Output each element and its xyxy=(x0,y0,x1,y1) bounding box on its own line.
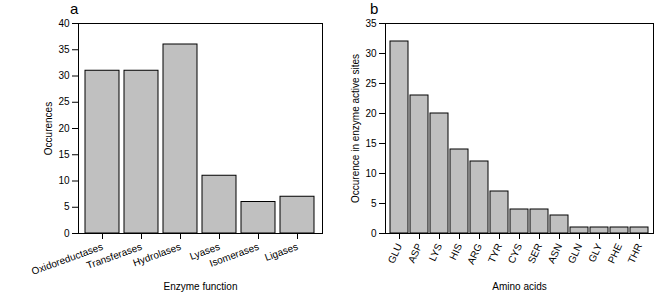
svg-text:20: 20 xyxy=(58,123,70,134)
svg-text:ASP: ASP xyxy=(406,241,425,264)
svg-text:Amino acids: Amino acids xyxy=(492,281,546,292)
svg-text:Occurence in enzyme active sit: Occurence in enzyme active sites xyxy=(350,54,361,203)
svg-text:10: 10 xyxy=(58,175,70,186)
svg-text:15: 15 xyxy=(365,138,377,149)
svg-text:25: 25 xyxy=(58,96,70,107)
html-text:a: a xyxy=(70,0,79,17)
svg-text:LYS: LYS xyxy=(427,241,445,262)
svg-text:25: 25 xyxy=(365,78,377,89)
svg-text:Ligases: Ligases xyxy=(263,241,299,263)
svg-text:35: 35 xyxy=(58,44,70,55)
svg-text:Lyases: Lyases xyxy=(188,240,222,262)
svg-text:GLN: GLN xyxy=(566,242,585,265)
svg-text:0: 0 xyxy=(64,228,70,239)
svg-text:20: 20 xyxy=(365,108,377,119)
svg-text:40: 40 xyxy=(58,18,70,29)
svg-text:GLY: GLY xyxy=(586,241,604,263)
svg-text:Oxidoreductases: Oxidoreductases xyxy=(30,240,105,277)
svg-text:5: 5 xyxy=(371,198,377,209)
svg-text:Hydrolases: Hydrolases xyxy=(132,241,183,268)
svg-text:30: 30 xyxy=(58,70,70,81)
svg-text:Occurences: Occurences xyxy=(43,102,54,155)
svg-text:5: 5 xyxy=(64,201,70,212)
html-text:b: b xyxy=(370,0,379,17)
svg-text:HIS: HIS xyxy=(447,241,464,261)
svg-text:Isomerases: Isomerases xyxy=(208,241,260,269)
svg-text:SER: SER xyxy=(526,242,545,265)
svg-text:35: 35 xyxy=(365,18,377,29)
svg-text:0: 0 xyxy=(371,228,377,239)
svg-text:Enzyme function: Enzyme function xyxy=(164,281,238,292)
svg-text:ARG: ARG xyxy=(465,242,484,266)
svg-text:THR: THR xyxy=(626,242,645,265)
svg-text:10: 10 xyxy=(365,168,377,179)
svg-text:GLU: GLU xyxy=(386,242,405,265)
svg-text:ASN: ASN xyxy=(546,242,565,265)
svg-text:30: 30 xyxy=(365,48,377,59)
svg-text:PHE: PHE xyxy=(606,241,625,265)
svg-text:15: 15 xyxy=(58,149,70,160)
svg-text:TYR: TYR xyxy=(486,242,504,265)
svg-text:CYS: CYS xyxy=(506,241,525,265)
svg-text:Transferases: Transferases xyxy=(85,240,144,271)
